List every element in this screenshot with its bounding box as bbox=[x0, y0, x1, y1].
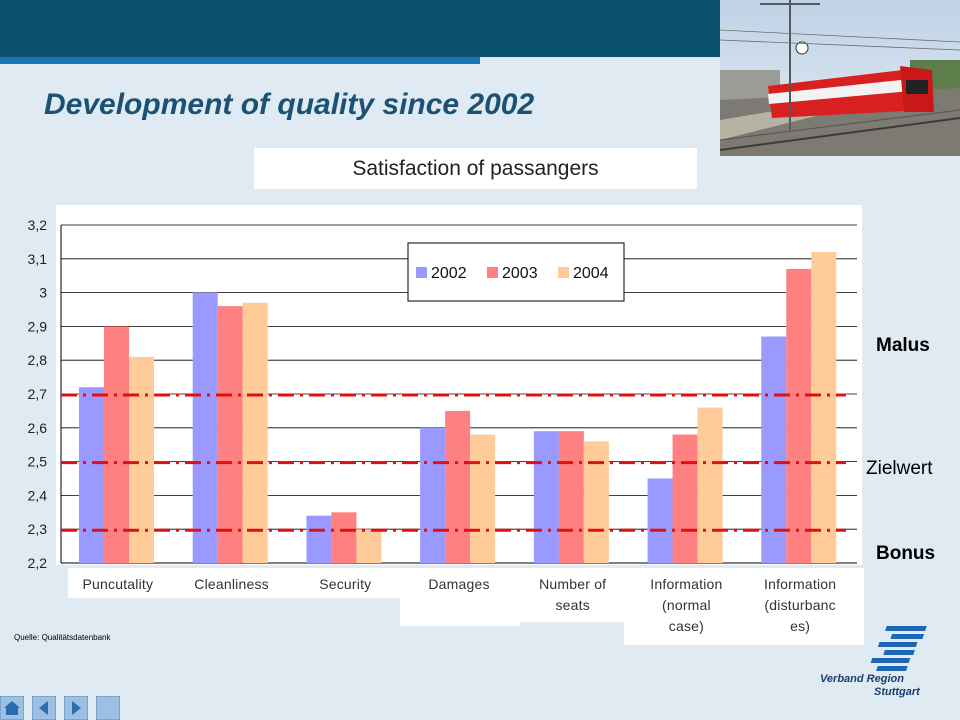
category-label: Puncutality bbox=[63, 574, 173, 595]
bar-2002 bbox=[533, 431, 559, 563]
verband-region-stuttgart-logo: Verband Region Stuttgart bbox=[818, 622, 948, 702]
bar-2003 bbox=[445, 410, 471, 563]
bar-2003 bbox=[217, 306, 243, 563]
bar-2003 bbox=[786, 268, 812, 563]
category-label: Damages bbox=[404, 574, 514, 595]
bar-2004 bbox=[811, 252, 837, 564]
bar-2004 bbox=[470, 434, 496, 563]
slide-title: Development of quality since 2002 bbox=[44, 88, 535, 121]
bar-2002 bbox=[761, 336, 787, 563]
logo-text-line2: Stuttgart bbox=[874, 686, 920, 698]
legend-label: 2002 bbox=[431, 265, 467, 282]
category-label-line: Damages bbox=[428, 576, 490, 592]
category-label: Cleanliness bbox=[177, 574, 287, 595]
source-note: Quelle: Qualitätsdatenbank bbox=[14, 633, 111, 642]
y-tick-label: 3,1 bbox=[28, 251, 48, 267]
category-label-panel bbox=[624, 568, 864, 645]
category-label-panel bbox=[400, 568, 520, 626]
category-label-line: case) bbox=[668, 618, 705, 634]
legend-label: 2003 bbox=[502, 265, 538, 282]
y-tick-label: 2,9 bbox=[28, 318, 48, 334]
train-photo bbox=[720, 0, 960, 156]
header-accent-bar bbox=[0, 57, 480, 64]
y-tick-label: 2,7 bbox=[28, 386, 48, 402]
home-button[interactable] bbox=[0, 696, 24, 720]
category-label-line: (normal bbox=[661, 597, 711, 613]
bar-2004 bbox=[242, 302, 268, 563]
category-label-line: Puncutality bbox=[82, 576, 154, 592]
bar-2002 bbox=[306, 515, 332, 563]
y-tick-label: 2,6 bbox=[28, 420, 48, 436]
category-label: Number of seats bbox=[518, 574, 628, 616]
y-tick-label: 2,5 bbox=[28, 454, 48, 470]
threshold-label-zielwert: Zielwert bbox=[866, 458, 933, 479]
category-label-line: Information bbox=[650, 576, 723, 592]
bar-2004 bbox=[697, 407, 723, 563]
category-label: Information (normal case) bbox=[631, 574, 741, 637]
arrow-left-icon bbox=[39, 701, 48, 715]
next-button[interactable] bbox=[64, 696, 88, 720]
header-bar bbox=[0, 0, 720, 57]
home-icon bbox=[4, 701, 20, 715]
category-label-line: Number of bbox=[539, 576, 607, 592]
category-label-panel bbox=[520, 568, 624, 622]
legend-swatch bbox=[558, 267, 569, 278]
category-label-line: Information bbox=[764, 576, 837, 592]
blank-nav-button[interactable] bbox=[96, 696, 120, 720]
legend-swatch bbox=[487, 267, 498, 278]
legend-label: 2004 bbox=[573, 265, 609, 282]
chart-subtitle: Satisfaction of passangers bbox=[254, 148, 697, 189]
category-label: Information (disturbanc es) bbox=[745, 574, 855, 637]
legend-swatch bbox=[416, 267, 427, 278]
category-label-line: es) bbox=[790, 618, 811, 634]
bar-2003 bbox=[672, 434, 698, 563]
y-tick-label: 2,2 bbox=[28, 555, 48, 571]
bar-2004 bbox=[129, 356, 154, 563]
y-tick-label: 3,2 bbox=[28, 217, 48, 233]
y-tick-label: 2,4 bbox=[28, 487, 48, 503]
threshold-label-bonus: Bonus bbox=[876, 543, 936, 564]
bar-2002 bbox=[647, 478, 673, 563]
bar-2002 bbox=[420, 427, 446, 563]
category-label-line: Security bbox=[319, 576, 372, 592]
threshold-label-malus: Malus bbox=[876, 335, 930, 356]
bar-2004 bbox=[356, 529, 382, 563]
y-tick-label: 2,8 bbox=[28, 352, 48, 368]
category-label: Security bbox=[290, 574, 400, 595]
chart-subtitle-text: Satisfaction of passangers bbox=[352, 156, 599, 180]
y-tick-label: 3 bbox=[39, 285, 47, 301]
legend-box bbox=[407, 242, 625, 302]
bar-2003 bbox=[331, 512, 357, 563]
category-label-line: seats bbox=[555, 597, 590, 613]
arrow-right-icon bbox=[72, 701, 81, 715]
bar-2003 bbox=[558, 431, 584, 563]
category-label-line: (disturbanc bbox=[764, 597, 836, 613]
bar-2003 bbox=[104, 326, 129, 563]
logo-text-line1: Verband Region bbox=[820, 673, 904, 685]
y-tick-label: 2,3 bbox=[28, 521, 48, 537]
category-label-line: Cleanliness bbox=[194, 576, 269, 592]
bar-2004 bbox=[583, 441, 609, 563]
previous-button[interactable] bbox=[32, 696, 56, 720]
bar-2002 bbox=[192, 292, 218, 563]
category-label-panel bbox=[68, 568, 400, 598]
bar-2002 bbox=[79, 387, 104, 563]
